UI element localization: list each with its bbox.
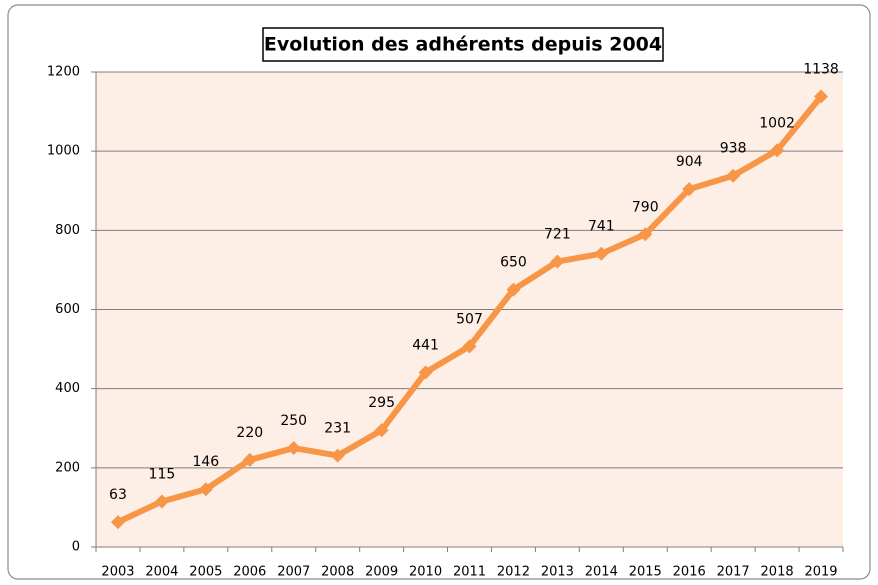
data-label: 63 bbox=[109, 487, 127, 503]
data-label: 1002 bbox=[759, 115, 795, 131]
point-marker bbox=[330, 448, 345, 463]
y-tick-label: 600 bbox=[55, 302, 80, 317]
y-tick-label: 800 bbox=[55, 223, 80, 238]
point-marker bbox=[814, 89, 829, 104]
point-marker bbox=[462, 339, 477, 354]
data-label: 650 bbox=[500, 255, 527, 271]
point-marker bbox=[286, 441, 301, 456]
point-marker bbox=[682, 182, 697, 197]
title-box bbox=[262, 27, 664, 62]
data-label: 220 bbox=[236, 425, 263, 441]
x-tick-label: 2015 bbox=[629, 565, 662, 580]
y-tick-label: 1200 bbox=[47, 65, 80, 80]
x-tick-label: 2014 bbox=[585, 565, 618, 580]
x-tick-label: 2012 bbox=[497, 565, 530, 580]
y-tick-label: 200 bbox=[55, 460, 80, 475]
chart-title: Evolution des adhérents depuis 2004 bbox=[264, 34, 662, 56]
data-label: 146 bbox=[192, 454, 219, 470]
data-label: 741 bbox=[588, 219, 615, 235]
data-label: 721 bbox=[544, 227, 571, 243]
x-tick-label: 2019 bbox=[804, 565, 837, 580]
point-marker bbox=[418, 365, 433, 380]
point-marker bbox=[242, 452, 257, 467]
data-label: 790 bbox=[632, 199, 659, 215]
x-tick-label: 2003 bbox=[101, 565, 134, 580]
point-marker bbox=[506, 282, 521, 297]
x-tick-label: 2004 bbox=[145, 565, 178, 580]
x-tick-label: 2017 bbox=[717, 565, 750, 580]
data-label: 904 bbox=[676, 154, 703, 170]
data-label: 441 bbox=[412, 337, 439, 353]
x-tick-label: 2011 bbox=[453, 565, 486, 580]
point-marker bbox=[110, 515, 125, 530]
data-label: 1138 bbox=[803, 62, 839, 78]
data-label: 507 bbox=[456, 311, 483, 327]
point-marker bbox=[374, 423, 389, 438]
data-label: 938 bbox=[720, 141, 747, 157]
data-label: 231 bbox=[324, 421, 351, 437]
x-tick-label: 2009 bbox=[365, 565, 398, 580]
point-marker bbox=[638, 227, 653, 242]
x-tick-label: 2006 bbox=[233, 565, 266, 580]
y-tick-label: 1000 bbox=[47, 144, 80, 159]
point-marker bbox=[154, 494, 169, 509]
data-label: 295 bbox=[368, 395, 395, 411]
point-marker bbox=[198, 482, 213, 497]
point-marker bbox=[770, 143, 785, 158]
x-tick-label: 2005 bbox=[189, 565, 222, 580]
x-tick-label: 2013 bbox=[541, 565, 574, 580]
point-marker bbox=[550, 254, 565, 269]
x-tick-label: 2018 bbox=[761, 565, 794, 580]
x-tick-label: 2016 bbox=[673, 565, 706, 580]
point-marker bbox=[726, 168, 741, 183]
x-tick-label: 2008 bbox=[321, 565, 354, 580]
y-tick-label: 400 bbox=[55, 381, 80, 396]
y-tick-label: 0 bbox=[72, 540, 80, 555]
data-label: 250 bbox=[280, 413, 307, 429]
x-tick-label: 2007 bbox=[277, 565, 310, 580]
point-marker bbox=[594, 246, 609, 261]
x-tick-label: 2010 bbox=[409, 565, 442, 580]
data-label: 115 bbox=[149, 466, 176, 482]
